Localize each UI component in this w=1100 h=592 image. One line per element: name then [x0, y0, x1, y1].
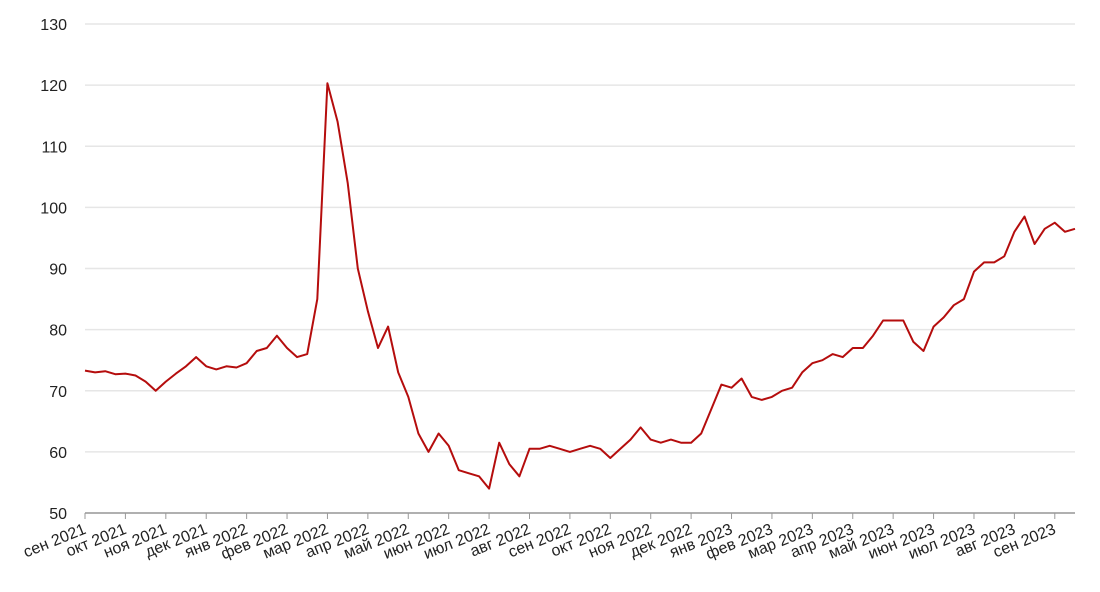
y-tick-label: 50: [49, 506, 67, 523]
y-tick-label: 90: [49, 262, 67, 279]
y-tick-label: 80: [49, 323, 67, 340]
y-tick-label: 130: [40, 17, 67, 34]
y-tick-label: 120: [40, 78, 67, 95]
y-tick-label: 60: [49, 445, 67, 462]
y-tick-label: 100: [40, 200, 67, 217]
line: [84, 82, 1076, 490]
y-tick-label: 110: [41, 139, 67, 156]
y-tick-label: 70: [49, 384, 67, 401]
